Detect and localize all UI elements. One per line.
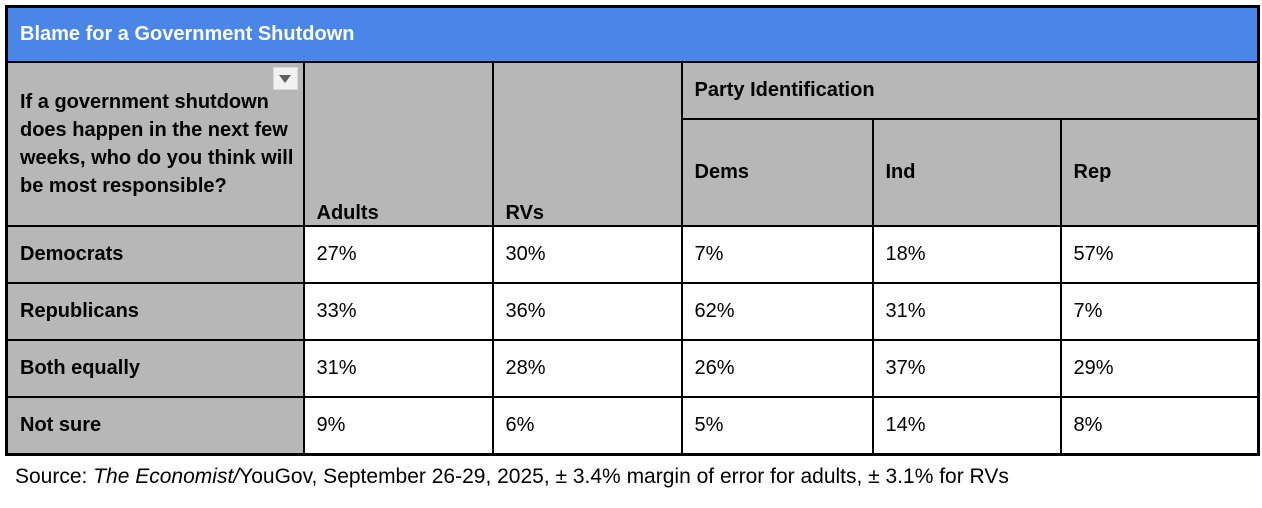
column-header-rvs: RVs	[491, 61, 683, 227]
table-cell: 8%	[1059, 396, 1260, 456]
table-cell: 57%	[1059, 225, 1260, 284]
table-cell: 7%	[1059, 282, 1260, 341]
table-cell: 29%	[1059, 339, 1260, 398]
row-label: Not sure	[5, 396, 305, 456]
table-cell: 33%	[302, 282, 494, 341]
poll-graphic: Blame for a Government Shutdown If a gov…	[5, 5, 1261, 489]
source-rest: YouGov, September 26-29, 2025, ± 3.4% ma…	[239, 465, 1009, 488]
row-label: Republicans	[5, 282, 305, 341]
question-text: If a government shutdown does happen in …	[20, 91, 294, 197]
column-group-header-party-identification: Party Identification	[680, 61, 1260, 120]
source-prefix: Source:	[15, 465, 94, 488]
column-header-rep: Rep	[1059, 118, 1260, 227]
table-title: Blame for a Government Shutdown	[5, 5, 1260, 63]
row-label: Both equally	[5, 339, 305, 398]
table-cell: 7%	[680, 225, 874, 284]
filter-dropdown-button[interactable]	[272, 67, 298, 90]
poll-table: Blame for a Government Shutdown If a gov…	[5, 5, 1261, 456]
table-row-republicans: Republicans 33% 36% 62% 31% 7%	[5, 282, 1260, 341]
table-cell: 28%	[491, 339, 683, 398]
header-row-party: Dems Ind Rep	[7, 118, 1260, 227]
table-cell: 37%	[871, 339, 1062, 398]
row-label: Democrats	[5, 225, 305, 284]
table-cell: 5%	[680, 396, 874, 456]
column-header-ind: Ind	[871, 118, 1062, 227]
table-cell: 9%	[302, 396, 494, 456]
table-cell: 31%	[871, 282, 1062, 341]
table-cell: 36%	[491, 282, 683, 341]
table-cell: 62%	[680, 282, 874, 341]
column-header-dems: Dems	[680, 118, 874, 227]
table-row-not-sure: Not sure 9% 6% 5% 14% 8%	[5, 396, 1260, 456]
table-cell: 18%	[871, 225, 1062, 284]
table-row-democrats: Democrats 27% 30% 7% 18% 57%	[5, 225, 1260, 284]
chevron-down-icon	[279, 74, 291, 83]
column-header-adults: Adults	[302, 61, 494, 227]
source-publication: The Economist/	[93, 465, 240, 488]
table-cell: 27%	[302, 225, 494, 284]
source-note: Source: The Economist/YouGov, September …	[15, 465, 1257, 489]
table-row-both-equally: Both equally 31% 28% 26% 37% 29%	[5, 339, 1260, 398]
title-row: Blame for a Government Shutdown	[5, 5, 1260, 63]
header-row-group: If a government shutdown does happen in …	[5, 61, 1260, 227]
table-cell: 26%	[680, 339, 874, 398]
table-cell: 31%	[302, 339, 494, 398]
question-cell: If a government shutdown does happen in …	[5, 61, 305, 227]
table-cell: 6%	[491, 396, 683, 456]
table-cell: 30%	[491, 225, 683, 284]
table-cell: 14%	[871, 396, 1062, 456]
